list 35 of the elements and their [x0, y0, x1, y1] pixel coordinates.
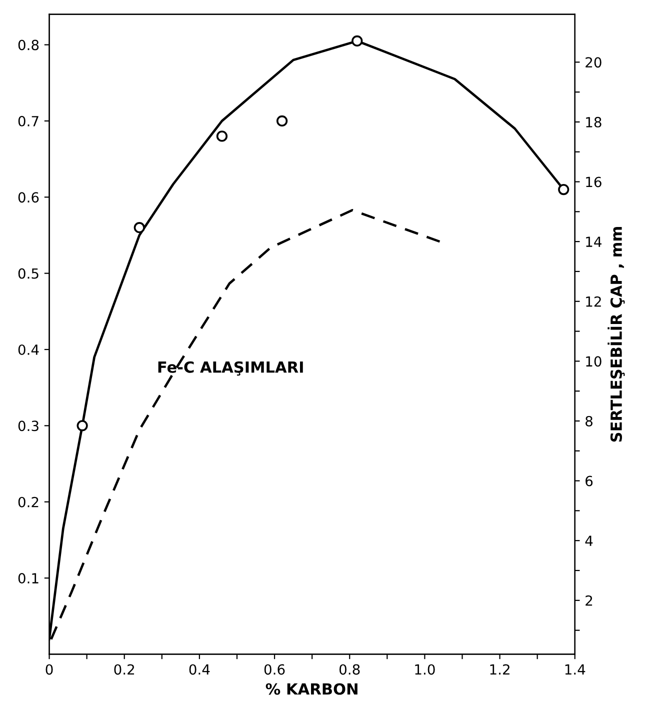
y2-tick-label: 8	[586, 416, 592, 426]
y2-axis-title: SERTLEŞEBİLİR ÇAP , mm	[608, 227, 625, 442]
x-tick-label: 1.0	[415, 664, 435, 675]
point	[134, 222, 145, 234]
y2-tick-label: 18	[586, 116, 602, 128]
y-tick-label: 0.8	[18, 40, 39, 50]
point	[216, 130, 228, 142]
y-tick-label: 0.5	[18, 268, 38, 279]
y-tick-label: 0.1	[18, 573, 38, 584]
x-tick-label: 0.6	[264, 664, 285, 675]
y2-tick-label: 6	[586, 476, 593, 486]
point	[76, 420, 88, 432]
y-tick-label: 0.2	[18, 496, 38, 508]
y2-tick-label: 16	[586, 176, 602, 188]
x-tick-label: 1.4	[565, 664, 586, 674]
x-tick-label: 1.2	[490, 664, 510, 674]
y-tick-label: 0.3	[18, 420, 38, 432]
y2-tick-label: 12	[586, 296, 601, 307]
y2-tick-label: 2	[586, 595, 592, 606]
x-tick-label: 0.2	[114, 664, 134, 675]
x-tick-label: 0.8	[339, 664, 360, 675]
x-axis-title: % KARBON	[266, 683, 358, 695]
x-tick-label: 0.4	[189, 664, 210, 675]
y2-tick-label: 14	[586, 236, 602, 247]
x-tick-label: 0	[46, 664, 53, 675]
point	[276, 115, 288, 127]
y2-tick-label: 4	[585, 536, 593, 546]
y-tick-label: 0.4	[18, 344, 39, 355]
y2-tick-label: 10	[586, 356, 602, 367]
y-tick-label: 0.7	[18, 116, 38, 126]
point	[558, 184, 570, 196]
y-tick-label: 0.6	[18, 192, 39, 203]
y2-tick-label: 20	[586, 57, 602, 68]
annotation: Fe-C ALAŞIMLARI	[158, 361, 303, 376]
point	[352, 35, 363, 47]
